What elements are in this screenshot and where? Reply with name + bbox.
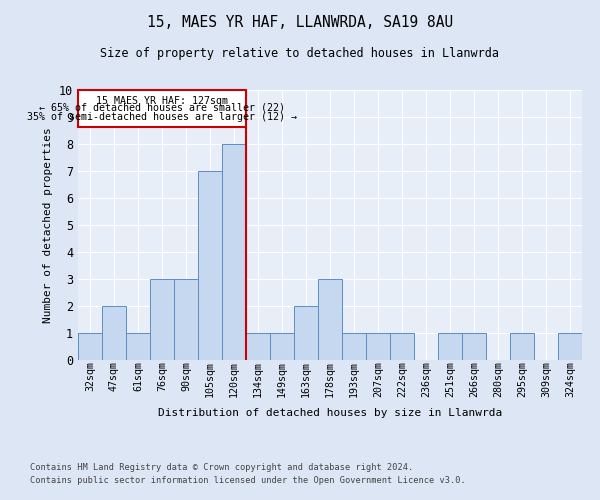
Bar [78, 333, 102, 360]
Bar [366, 333, 390, 360]
Bar [510, 333, 534, 360]
Text: Distribution of detached houses by size in Llanwrda: Distribution of detached houses by size … [158, 408, 502, 418]
Bar [438, 333, 462, 360]
Bar [390, 333, 414, 360]
Bar [342, 333, 366, 360]
Text: ← 65% of detached houses are smaller (22): ← 65% of detached houses are smaller (22… [39, 102, 285, 113]
Bar [558, 333, 582, 360]
Bar [318, 279, 342, 360]
Bar [78, 90, 246, 128]
Bar [102, 306, 126, 360]
Bar [198, 171, 222, 360]
Bar [462, 333, 486, 360]
Text: Contains HM Land Registry data © Crown copyright and database right 2024.: Contains HM Land Registry data © Crown c… [30, 462, 413, 471]
Bar [270, 333, 294, 360]
Bar [294, 306, 318, 360]
Bar [150, 279, 174, 360]
Text: Contains public sector information licensed under the Open Government Licence v3: Contains public sector information licen… [30, 476, 466, 485]
Y-axis label: Number of detached properties: Number of detached properties [43, 127, 53, 323]
Text: 15, MAES YR HAF, LLANWRDA, SA19 8AU: 15, MAES YR HAF, LLANWRDA, SA19 8AU [147, 15, 453, 30]
Text: 35% of semi-detached houses are larger (12) →: 35% of semi-detached houses are larger (… [27, 112, 297, 122]
Text: 15 MAES YR HAF: 127sqm: 15 MAES YR HAF: 127sqm [96, 96, 228, 106]
Bar [222, 144, 246, 360]
Bar [126, 333, 150, 360]
Text: Size of property relative to detached houses in Llanwrda: Size of property relative to detached ho… [101, 48, 499, 60]
Bar [174, 279, 198, 360]
Bar [246, 333, 270, 360]
